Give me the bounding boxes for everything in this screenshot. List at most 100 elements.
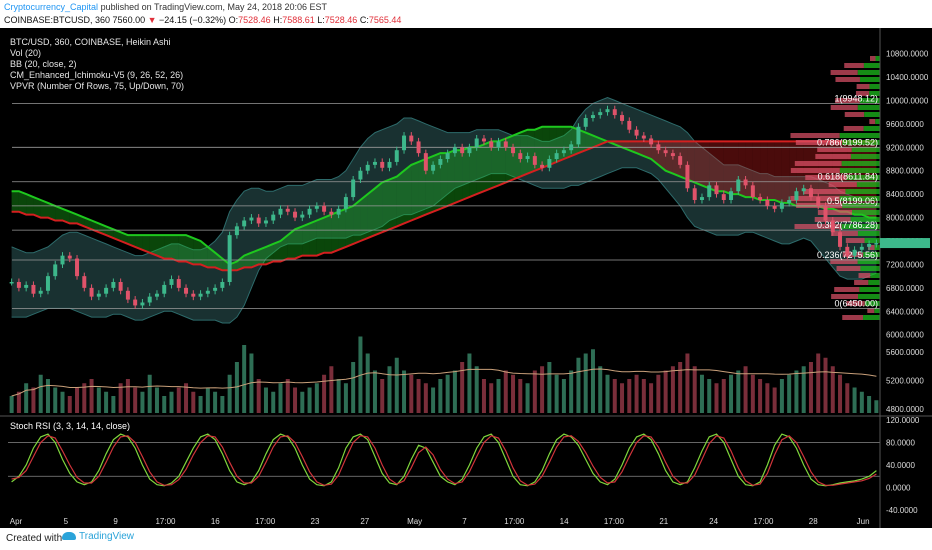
volume-bar <box>322 374 327 413</box>
time-tick-label: 23 <box>311 517 320 526</box>
volume-bar <box>452 370 457 413</box>
volume-bar <box>474 366 479 413</box>
volume-bar <box>496 379 501 413</box>
ichimoku-cloud-segment <box>178 235 186 262</box>
ichimoku-cloud-segment <box>55 205 63 221</box>
volume-bar <box>198 396 203 413</box>
candle-body <box>184 287 189 294</box>
published-text: published on TradingView.com, May 24, 20… <box>100 2 328 12</box>
publish-info: Cryptocurrency_Capital published on Trad… <box>4 2 327 14</box>
candle-body <box>89 287 94 297</box>
vpvr-bar-down <box>867 308 875 313</box>
vpvr-bar-up <box>864 112 880 117</box>
vpvr-bar-up <box>874 308 880 313</box>
volume-bar <box>481 379 486 413</box>
candle-body <box>801 188 806 192</box>
time-tick-label: 24 <box>709 517 718 526</box>
price-pane[interactable]: 1(9948.12) 0.786(9199.52) 0.618(8611.84) 0.… <box>0 56 932 417</box>
volume-bar <box>111 396 116 413</box>
quote-line: COINBASE:BTCUSD, 360 7560.00 ▼ −24.15 (−… <box>4 15 401 27</box>
time-tick-label: 17:00 <box>155 517 176 526</box>
volume-bar <box>220 396 225 413</box>
vpvr-bar-up <box>850 154 880 159</box>
volume-bar <box>314 383 319 413</box>
volume-bar <box>154 387 159 413</box>
candle-body <box>729 191 734 200</box>
ichimoku-cloud-segment <box>353 200 361 244</box>
ichimoku-cloud-segment <box>665 141 673 174</box>
chart-svg[interactable]: 1(9948.12) 0.786(9199.52) 0.618(8611.84) 0.… <box>0 28 932 528</box>
stoch-rsi-pane[interactable]: Stoch RSI (3, 3, 14, 14, close) <box>8 421 880 487</box>
ichimoku-cloud-segment <box>280 235 288 262</box>
stoch-k-line <box>11 433 877 487</box>
candle-body <box>140 302 145 306</box>
volume-bar <box>387 366 392 413</box>
volume-bar <box>125 379 130 413</box>
candle-body <box>31 284 36 294</box>
vpvr-bar-up <box>841 224 880 229</box>
vpvr-bar-down <box>843 126 864 131</box>
price-tick-label: 10000.0000 <box>886 96 929 105</box>
volume-bar <box>82 383 87 413</box>
vpvr-bar-up <box>859 98 880 103</box>
volume-bar <box>859 391 864 413</box>
tradingview-logo[interactable]: TradingView <box>62 531 134 542</box>
vpvr-bar-up <box>863 252 880 257</box>
candle-body <box>830 220 835 233</box>
volume-bar <box>343 383 348 413</box>
volume-bar <box>271 391 276 413</box>
candle-body <box>358 170 363 180</box>
time-tick-label: Apr <box>10 517 23 526</box>
vpvr-bar-down <box>790 133 840 138</box>
volume-bar <box>184 383 189 413</box>
low-value: 7528.46 <box>324 15 358 25</box>
vpvr-bar-up <box>857 231 880 236</box>
candle-body <box>67 255 72 259</box>
volume-bar <box>874 400 879 413</box>
author-link[interactable]: Cryptocurrency_Capital <box>4 2 99 12</box>
candle-body <box>467 147 472 154</box>
ichimoku-cloud-segment <box>186 235 194 265</box>
volume-bar <box>532 370 537 413</box>
vpvr-bar-down <box>834 287 860 292</box>
ichimoku-cloud-segment <box>563 126 572 159</box>
ichimoku-cloud-segment <box>484 141 492 192</box>
candle-body <box>481 138 486 142</box>
ichimoku-cloud-segment <box>454 150 463 203</box>
vpvr-bar-down <box>790 168 840 173</box>
ichimoku-cloud-segment <box>404 164 412 224</box>
down-arrow-icon: ▼ <box>147 15 157 25</box>
candle-body <box>460 147 465 154</box>
volume-bar <box>285 379 290 413</box>
volume-bar <box>634 374 639 413</box>
candle-body <box>336 208 341 215</box>
stoch-tick-label: 0.0000 <box>886 484 911 493</box>
ichimoku-cloud-segment <box>40 200 48 218</box>
ichimoku-cloud-segment <box>440 153 448 209</box>
vpvr-bar-down <box>836 266 861 271</box>
ichimoku-span-b <box>11 140 877 272</box>
candle-body <box>859 246 864 250</box>
volume-bar <box>60 391 65 413</box>
volume-bar <box>511 374 516 413</box>
price-axis[interactable]: 10800.0000 10400.0000 10000.0000 9600.0000 9… <box>10 28 930 528</box>
ichimoku-cloud-segment <box>694 141 702 186</box>
chart-area[interactable]: 1(9948.12) 0.786(9199.52) 0.618(8611.84) 0.… <box>0 28 932 528</box>
candle-body <box>721 194 726 200</box>
ichimoku-cloud-segment <box>723 141 731 195</box>
ichimoku-cloud-segment <box>469 147 477 198</box>
candle-body <box>743 179 748 186</box>
ichimoku-cloud-segment <box>527 129 535 174</box>
ichimoku-cloud-segment <box>760 141 768 200</box>
candle-body <box>205 290 210 294</box>
ichimoku-cloud-segment <box>709 141 717 192</box>
volume-bar <box>394 357 399 413</box>
candle-body <box>816 197 821 206</box>
candle-body <box>111 282 116 288</box>
volume-bar <box>191 391 196 413</box>
candle-body <box>227 235 232 282</box>
candle-body <box>561 150 566 154</box>
fib-level-label: 0(6450.00) <box>834 298 878 308</box>
vpvr-bar-down <box>803 189 846 194</box>
